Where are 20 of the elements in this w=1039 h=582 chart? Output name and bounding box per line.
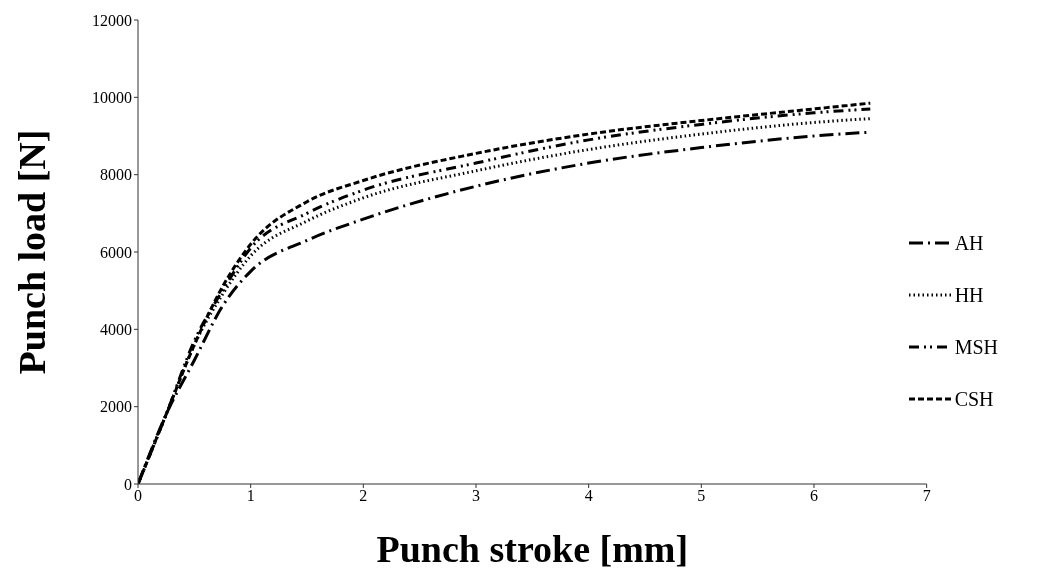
x-tick-label: 1 — [246, 487, 255, 505]
x-tick-label: 7 — [922, 487, 931, 505]
x-tick-label: 2 — [359, 487, 368, 505]
legend-label: CSH — [954, 387, 994, 411]
y-tick-label: 0 — [124, 475, 132, 493]
x-tick-label: 6 — [809, 487, 818, 505]
x-tick-label: 5 — [697, 487, 706, 505]
legend-label: MSH — [954, 335, 998, 359]
y-tick-label: 8000 — [100, 166, 132, 184]
x-tick-label: 3 — [471, 487, 480, 505]
y-tick-label: 10000 — [92, 89, 132, 107]
y-tick-label: 12000 — [92, 11, 132, 29]
y-tick-label: 2000 — [100, 398, 132, 416]
y-tick-label: 6000 — [100, 243, 132, 261]
x-axis-title: Punch stroke [mm] — [376, 528, 689, 570]
x-tick-label: 4 — [584, 487, 593, 505]
legend-label: HH — [954, 283, 984, 307]
y-tick-label: 4000 — [100, 321, 132, 339]
y-axis-title: Punch load [N] — [11, 129, 54, 375]
legend-label: AH — [954, 231, 984, 255]
